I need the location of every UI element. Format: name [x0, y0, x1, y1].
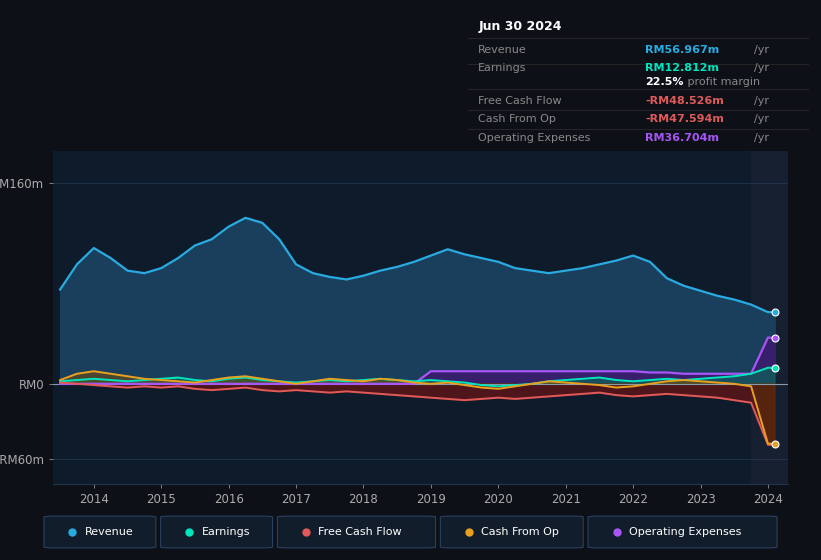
- Text: 22.5%: 22.5%: [645, 77, 684, 87]
- Text: Operating Expenses: Operating Expenses: [629, 527, 741, 537]
- Text: Revenue: Revenue: [85, 527, 134, 537]
- Text: Jun 30 2024: Jun 30 2024: [478, 20, 562, 33]
- FancyBboxPatch shape: [588, 516, 777, 548]
- Text: Free Cash Flow: Free Cash Flow: [478, 96, 562, 106]
- Text: profit margin: profit margin: [685, 77, 760, 87]
- Text: Cash From Op: Cash From Op: [481, 527, 559, 537]
- FancyBboxPatch shape: [161, 516, 273, 548]
- Text: RM36.704m: RM36.704m: [645, 133, 719, 143]
- Text: -RM48.526m: -RM48.526m: [645, 96, 724, 106]
- Text: /yr: /yr: [754, 45, 769, 55]
- FancyBboxPatch shape: [44, 516, 156, 548]
- Text: Operating Expenses: Operating Expenses: [478, 133, 590, 143]
- Text: Earnings: Earnings: [478, 63, 527, 73]
- Text: RM12.812m: RM12.812m: [645, 63, 719, 73]
- Text: /yr: /yr: [754, 63, 769, 73]
- Text: -RM47.594m: -RM47.594m: [645, 114, 724, 124]
- Text: Earnings: Earnings: [201, 527, 250, 537]
- Text: RM56.967m: RM56.967m: [645, 45, 719, 55]
- Text: /yr: /yr: [754, 133, 769, 143]
- Text: /yr: /yr: [754, 114, 769, 124]
- Text: /yr: /yr: [754, 96, 769, 106]
- Text: Revenue: Revenue: [478, 45, 527, 55]
- FancyBboxPatch shape: [440, 516, 583, 548]
- FancyBboxPatch shape: [277, 516, 436, 548]
- Text: Cash From Op: Cash From Op: [478, 114, 556, 124]
- Bar: [751, 151, 788, 484]
- Text: Free Cash Flow: Free Cash Flow: [319, 527, 402, 537]
